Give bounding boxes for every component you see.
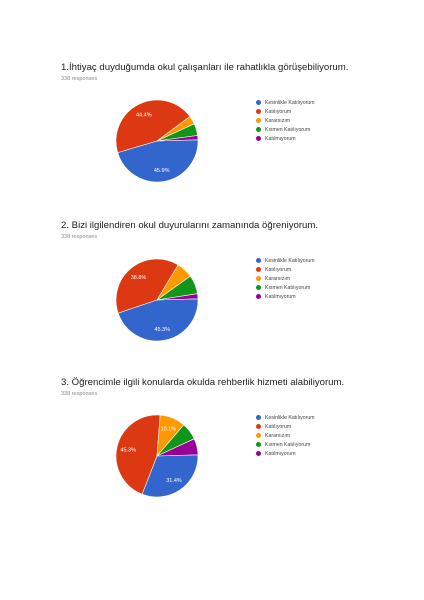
legend-swatch — [256, 276, 261, 281]
legend-item-2: Katılıyorum — [256, 107, 315, 116]
pie-slice-5 — [156, 438, 199, 457]
pie-data-label-2: 45.3% — [120, 447, 136, 453]
legend-item-5: Katılmıyorum — [256, 134, 315, 143]
legend-item-3: Kararsızım — [256, 116, 315, 125]
legend-label: Kısmen Katılıyorum — [265, 284, 311, 291]
chart-2-pie: 45.3% 38.8% — [115, 258, 199, 342]
legend-label: Katılıyorum — [265, 266, 292, 273]
legend-label: Kesinlikle Katılıyorum — [265, 414, 315, 421]
legend-item-2: Katılıyorum — [256, 422, 315, 431]
chart-1-legend: Kesinlikle Katılıyorum Katılıyorum Kararsı… — [256, 98, 315, 143]
legend-item-2: Katılıyorum — [256, 265, 315, 274]
legend-label: Kararsızım — [265, 117, 291, 124]
chart-2: 2. Bizi ilgilendiren okul duyurularını z… — [0, 220, 424, 380]
chart-1-responses: 338 responses — [61, 76, 98, 82]
legend-swatch — [256, 109, 261, 114]
legend-swatch — [256, 294, 261, 299]
legend-item-3: Kararsızım — [256, 274, 315, 283]
legend-item-5: Katılmıyorum — [256, 292, 315, 301]
legend-swatch — [256, 136, 261, 141]
legend-label: Kesinlikle Katılıyorum — [265, 99, 315, 106]
legend-item-4: Kısmen Katılıyorum — [256, 440, 315, 449]
pie-slice-5 — [156, 135, 199, 142]
chart-1-pie: 45.9% 44.4% — [115, 99, 199, 183]
legend-label: Katılmıyorum — [265, 450, 296, 457]
legend-label: Katılıyorum — [265, 423, 292, 430]
chart-3-title: 3. Öğrencimle ilgili konularda okulda re… — [61, 377, 345, 388]
pie-data-label-3: 10.1% — [161, 427, 177, 433]
chart-2-responses: 338 responses — [61, 234, 98, 240]
pie-slice-5 — [156, 293, 199, 301]
legend-swatch — [256, 285, 261, 290]
legend-label: Kesinlikle Katılıyorum — [265, 257, 315, 264]
pie-slice-2 — [115, 414, 161, 495]
legend-item-5: Katılmıyorum — [256, 449, 315, 458]
chart-2-title: 2. Bizi ilgilendiren okul duyurularını z… — [61, 220, 319, 231]
legend-swatch — [256, 267, 261, 272]
pie-data-label-2: 38.8% — [131, 275, 147, 281]
pie-data-label-2: 44.4% — [136, 113, 152, 119]
chart-3-legend: Kesinlikle Katılıyorum Katılıyorum Kararsı… — [256, 413, 315, 458]
legend-swatch — [256, 127, 261, 132]
legend-swatch — [256, 118, 261, 123]
legend-item-3: Kararsızım — [256, 431, 315, 440]
legend-item-1: Kesinlikle Katılıyorum — [256, 413, 315, 422]
pie-slice-1 — [141, 454, 199, 498]
pie-slice-2 — [115, 258, 179, 314]
chart-3: 3. Öğrencimle ilgili konularda okulda re… — [0, 377, 424, 537]
chart-3-responses: 338 responses — [61, 391, 98, 397]
legend-swatch — [256, 424, 261, 429]
legend-swatch — [256, 100, 261, 105]
chart-1: 1.İhtiyaç duyduğumda okul çalışanları il… — [0, 62, 424, 222]
legend-label: Kısmen Katılıyorum — [265, 441, 311, 448]
pie-slice-1 — [117, 298, 199, 342]
pie-data-label-1: 45.9% — [154, 168, 170, 174]
legend-swatch — [256, 258, 261, 263]
chart-3-pie: 31.4% 45.3% 10.1% — [115, 414, 199, 498]
pie-slice-1 — [117, 139, 199, 183]
legend-swatch — [256, 442, 261, 447]
chart-2-legend: Kesinlikle Katılıyorum Katılıyorum Kararsı… — [256, 256, 315, 301]
legend-item-4: Kısmen Katılıyorum — [256, 283, 315, 292]
legend-label: Katılmıyorum — [265, 135, 296, 142]
pie-data-label-1: 31.4% — [166, 478, 182, 484]
pie-data-label-1: 45.3% — [154, 327, 170, 333]
legend-label: Kararsızım — [265, 275, 291, 282]
chart-1-title: 1.İhtiyaç duyduğumda okul çalışanları il… — [61, 62, 349, 73]
legend-label: Kısmen Katılıyorum — [265, 126, 311, 133]
legend-label: Katılıyorum — [265, 108, 292, 115]
pie-slice-2 — [115, 99, 191, 154]
legend-item-1: Kesinlikle Katılıyorum — [256, 256, 315, 265]
legend-label: Kararsızım — [265, 432, 291, 439]
legend-swatch — [256, 415, 261, 420]
legend-item-1: Kesinlikle Katılıyorum — [256, 98, 315, 107]
legend-swatch — [256, 433, 261, 438]
legend-label: Katılmıyorum — [265, 293, 296, 300]
legend-item-4: Kısmen Katılıyorum — [256, 125, 315, 134]
legend-swatch — [256, 451, 261, 456]
